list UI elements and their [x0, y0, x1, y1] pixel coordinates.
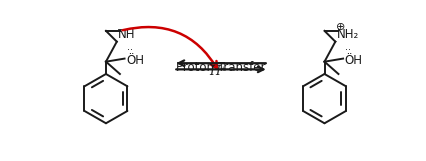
Text: ⊕: ⊕ — [336, 22, 345, 32]
Text: Proton Transfer: Proton Transfer — [176, 61, 265, 74]
Text: ÖH: ÖH — [126, 54, 144, 67]
Text: ÖH: ÖH — [345, 54, 363, 67]
Text: NH: NH — [118, 28, 136, 41]
Text: ··: ·· — [117, 25, 123, 35]
Text: ··: ·· — [127, 45, 133, 55]
Text: NH₂: NH₂ — [337, 28, 359, 41]
Text: ··: ·· — [345, 45, 351, 55]
Text: H⁺: H⁺ — [210, 65, 227, 78]
